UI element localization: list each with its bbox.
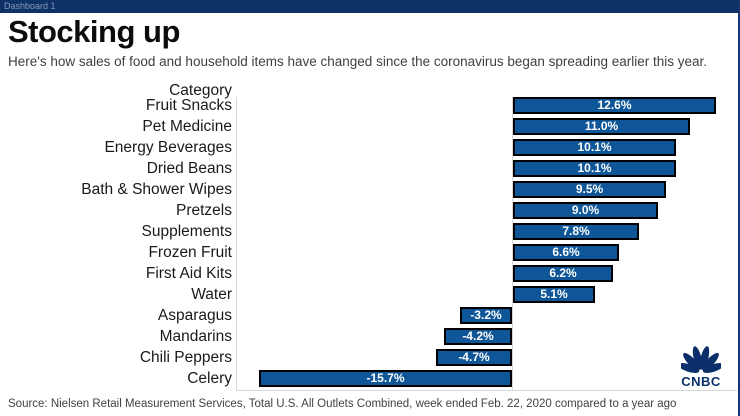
bar-value-label: 7.8% <box>562 224 590 238</box>
bar[interactable]: 9.0% <box>513 202 658 219</box>
category-label: Asparagus <box>157 307 232 324</box>
bar-value-label: -15.7% <box>366 371 405 385</box>
category-label: Fruit Snacks <box>145 97 232 114</box>
bar-value-label: -4.2% <box>462 329 494 343</box>
bar[interactable]: -15.7% <box>259 370 512 387</box>
bar-value-label: 6.6% <box>552 245 580 259</box>
bar[interactable]: 10.1% <box>513 160 676 177</box>
bar-value-label: 10.1% <box>577 161 612 175</box>
axis-bottom-line <box>236 390 737 391</box>
bar-value-label: -3.2% <box>470 308 502 322</box>
bar[interactable]: 9.5% <box>513 181 666 198</box>
bar-value-label: 5.1% <box>540 287 568 301</box>
category-label: Pretzels <box>176 202 232 219</box>
window-right-border <box>738 0 740 416</box>
page-title: Stocking up <box>8 14 180 49</box>
column-header-category: Category <box>169 82 232 99</box>
bar-value-label: 11.0% <box>584 119 619 133</box>
category-label: Supplements <box>141 223 232 240</box>
category-label: First Aid Kits <box>145 265 232 282</box>
axis-separator-line <box>236 97 237 391</box>
source-note: Source: Nielsen Retail Measurement Servi… <box>8 398 677 410</box>
bar-value-label: -4.7% <box>458 350 490 364</box>
bar[interactable]: 12.6% <box>513 97 716 114</box>
cnbc-wordmark: CNBC <box>681 374 721 389</box>
bar-value-label: 12.6% <box>597 98 632 112</box>
category-label: Pet Medicine <box>142 118 232 135</box>
bar[interactable]: -3.2% <box>460 307 512 324</box>
cnbc-logo: CNBC <box>672 345 730 393</box>
dashboard-tab-bar: Dashboard 1 <box>0 0 740 13</box>
bar-value-label: 9.0% <box>571 203 600 217</box>
peacock-icon <box>681 346 721 373</box>
bar-chart: Category Fruit Snacks 12.6% Pet Medicine 11… <box>0 82 740 394</box>
bar[interactable]: -4.2% <box>444 328 512 345</box>
zero-axis-line <box>512 97 513 391</box>
bar[interactable]: 6.6% <box>513 244 619 261</box>
category-label: Water <box>191 286 232 303</box>
bar[interactable]: 10.1% <box>513 139 676 156</box>
category-label: Chili Peppers <box>139 349 232 366</box>
category-label: Frozen Fruit <box>148 244 232 261</box>
category-label: Bath & Shower Wipes <box>81 181 232 198</box>
bar-value-label: 10.1% <box>577 140 612 154</box>
category-label: Dried Beans <box>146 160 232 177</box>
page-subtitle: Here's how sales of food and household i… <box>8 54 708 69</box>
category-label: Celery <box>187 370 232 387</box>
bar-value-label: 9.5% <box>575 182 604 196</box>
category-label: Mandarins <box>159 328 232 345</box>
bar[interactable]: 11.0% <box>513 118 690 135</box>
bar[interactable]: 6.2% <box>513 265 613 282</box>
bar[interactable]: -4.7% <box>436 349 512 366</box>
bar[interactable]: 7.8% <box>513 223 639 240</box>
dashboard-tab[interactable]: Dashboard 1 <box>4 1 56 11</box>
bar[interactable]: 5.1% <box>513 286 595 303</box>
category-label: Energy Beverages <box>104 139 232 156</box>
bar-value-label: 6.2% <box>549 266 577 280</box>
